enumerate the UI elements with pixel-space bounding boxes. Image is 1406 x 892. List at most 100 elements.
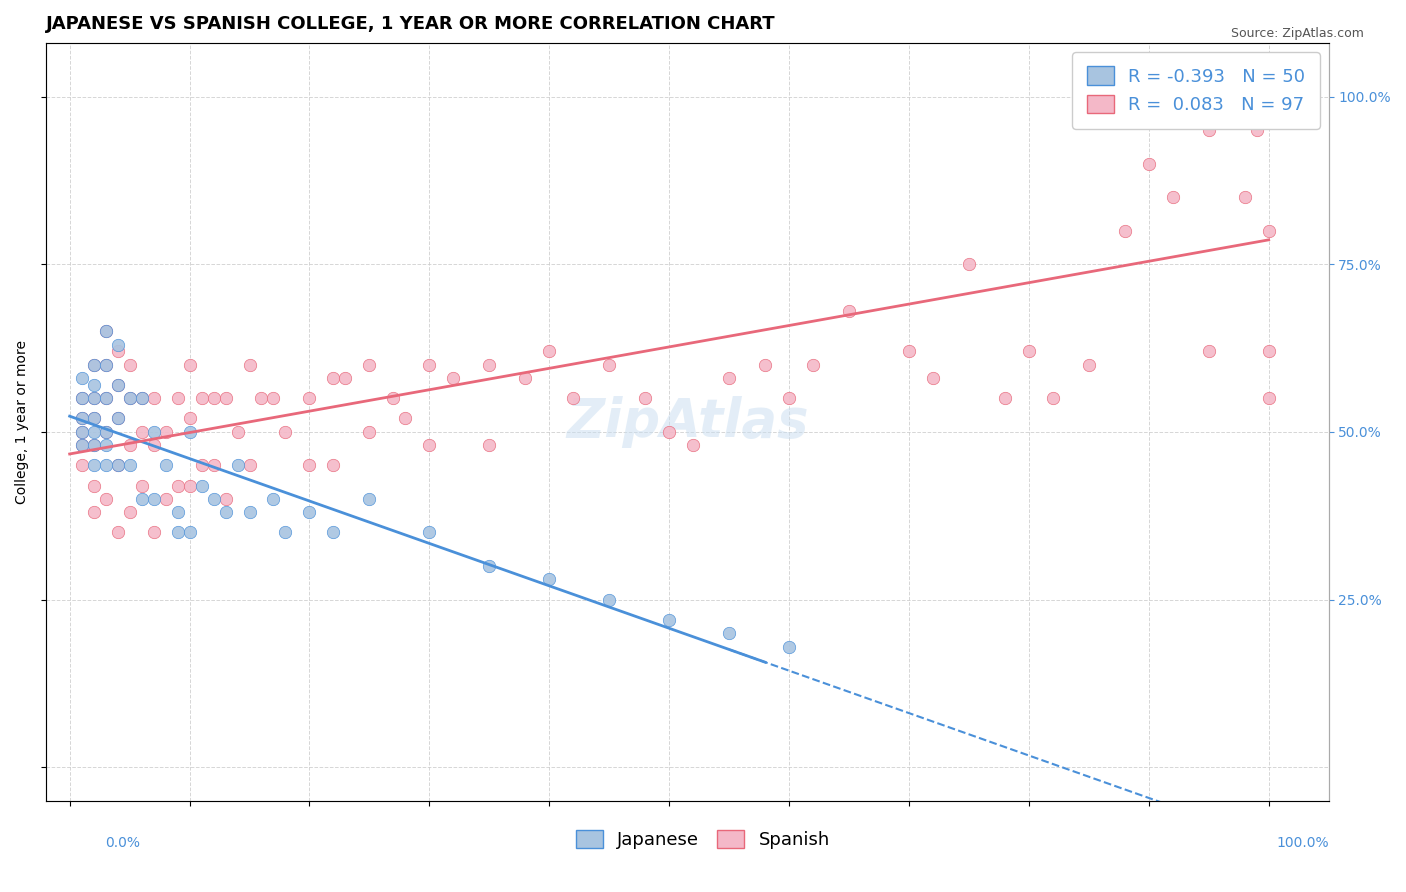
Point (94, 324, 117, 338)
Point (190, 478, 212, 492)
Point (83, 458, 105, 473)
Point (778, 640, 800, 654)
Point (1257, 89, 1279, 103)
Point (778, 392, 800, 406)
Point (179, 425, 201, 439)
Legend: Japanese, Spanish: Japanese, Spanish (568, 822, 838, 856)
Point (1257, 224, 1279, 238)
Point (179, 525, 201, 540)
Point (274, 425, 297, 439)
Point (107, 411, 129, 425)
Point (838, 304, 860, 318)
Point (107, 378, 129, 392)
Point (107, 458, 129, 473)
Point (658, 425, 681, 439)
Point (142, 491, 165, 506)
Point (1257, 392, 1279, 406)
Point (322, 458, 344, 473)
Text: ZipAtlas: ZipAtlas (565, 396, 808, 448)
Point (298, 458, 321, 473)
Y-axis label: College, 1 year or more: College, 1 year or more (15, 340, 30, 504)
Legend: R = -0.393   N = 50, R =  0.083   N = 97: R = -0.393 N = 50, R = 0.083 N = 97 (1073, 52, 1320, 128)
Point (83, 505, 105, 519)
Point (598, 592, 620, 607)
Point (1198, 344, 1220, 359)
Point (70, 411, 93, 425)
Point (598, 358, 620, 372)
Point (83, 478, 105, 492)
Point (70, 438, 93, 452)
Point (131, 392, 153, 406)
Point (898, 344, 921, 359)
Point (83, 411, 105, 425)
Point (658, 613, 681, 627)
Point (359, 491, 381, 506)
Point (298, 392, 321, 406)
Point (274, 525, 297, 540)
Point (70, 458, 93, 473)
Point (322, 525, 344, 540)
Point (478, 358, 501, 372)
Point (131, 491, 153, 506)
Point (107, 337, 129, 351)
Point (94, 392, 117, 406)
Point (718, 371, 741, 385)
Point (118, 392, 141, 406)
Point (1114, 224, 1136, 238)
Point (1246, 123, 1268, 137)
Point (1233, 190, 1256, 204)
Point (202, 392, 225, 406)
Point (214, 392, 236, 406)
Point (1161, 190, 1184, 204)
Point (754, 358, 776, 372)
Point (359, 425, 381, 439)
Point (538, 344, 561, 359)
Point (1077, 358, 1099, 372)
Point (107, 525, 129, 540)
Point (118, 458, 141, 473)
Point (166, 505, 188, 519)
Point (83, 438, 105, 452)
Point (155, 425, 177, 439)
Point (94, 358, 117, 372)
Point (226, 425, 249, 439)
Point (70, 411, 93, 425)
Point (562, 392, 585, 406)
Point (263, 491, 285, 506)
Point (166, 392, 188, 406)
Point (202, 458, 225, 473)
Point (202, 491, 225, 506)
Point (107, 378, 129, 392)
Point (298, 505, 321, 519)
Point (94, 425, 117, 439)
Point (394, 411, 416, 425)
Point (1198, 123, 1220, 137)
Point (155, 458, 177, 473)
Point (478, 559, 501, 574)
Point (179, 358, 201, 372)
Point (70, 371, 93, 385)
Point (83, 425, 105, 439)
Point (441, 371, 464, 385)
Point (70, 392, 93, 406)
Point (166, 478, 188, 492)
Point (214, 491, 236, 506)
Point (1257, 344, 1279, 359)
Point (83, 392, 105, 406)
Point (957, 257, 980, 271)
Point (142, 425, 165, 439)
Point (94, 438, 117, 452)
Point (118, 358, 141, 372)
Point (418, 525, 440, 540)
Text: 100.0%: 100.0% (1277, 836, 1329, 850)
Point (83, 378, 105, 392)
Point (83, 438, 105, 452)
Point (70, 425, 93, 439)
Point (359, 358, 381, 372)
Point (118, 438, 141, 452)
Point (238, 458, 260, 473)
Point (1233, 89, 1256, 103)
Point (1137, 156, 1160, 170)
Text: 0.0%: 0.0% (105, 836, 141, 850)
Point (131, 478, 153, 492)
